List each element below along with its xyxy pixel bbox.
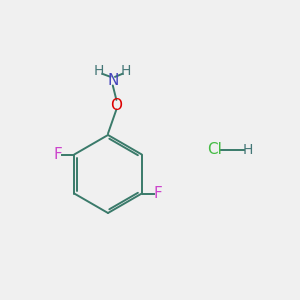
- Text: H: H: [242, 143, 253, 157]
- Text: H: H: [94, 64, 104, 78]
- Text: O: O: [110, 98, 122, 112]
- Text: N: N: [107, 73, 118, 88]
- Text: F: F: [53, 147, 62, 162]
- Text: F: F: [154, 186, 163, 201]
- Text: H: H: [120, 64, 130, 78]
- Text: Cl: Cl: [207, 142, 222, 158]
